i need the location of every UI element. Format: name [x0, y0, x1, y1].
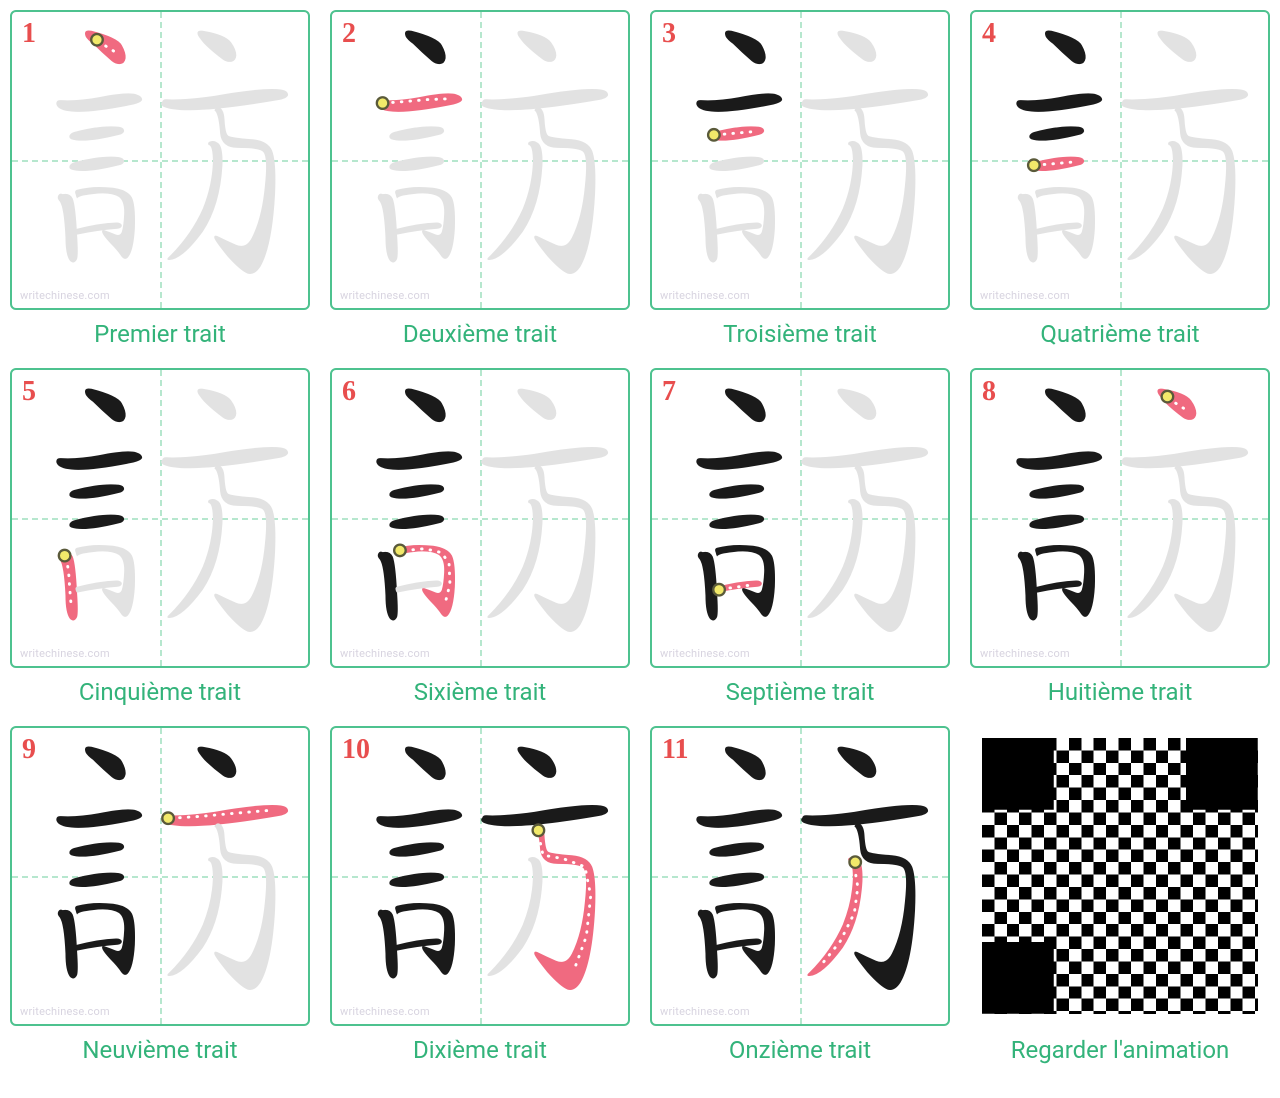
stroke-step: 2 writechinese.com Deuxième trait — [330, 10, 630, 348]
qr-step: Regarder l'animation — [970, 726, 1270, 1064]
step-caption: Deuxième trait — [403, 320, 557, 348]
step-caption: Dixième trait — [413, 1036, 547, 1064]
watermark: writechinese.com — [660, 289, 750, 302]
qr-code-icon[interactable] — [982, 738, 1258, 1014]
watermark: writechinese.com — [20, 647, 110, 660]
watermark: writechinese.com — [340, 1005, 430, 1018]
step-number: 9 — [22, 734, 36, 766]
stroke-cell: 11 writechinese.com — [650, 726, 950, 1026]
step-number: 3 — [662, 18, 676, 50]
stroke-cell: 5 writechinese.com — [10, 368, 310, 668]
step-caption: Septième trait — [726, 678, 875, 706]
qr-cell[interactable] — [970, 726, 1270, 1026]
step-number: 4 — [982, 18, 996, 50]
step-caption: Troisième trait — [723, 320, 877, 348]
watermark: writechinese.com — [340, 647, 430, 660]
stroke-order-grid: 1 writechinese.com Premier trait 2 write… — [10, 10, 1270, 1064]
step-caption: Sixième trait — [414, 678, 547, 706]
watermark: writechinese.com — [340, 289, 430, 302]
stroke-step: 6 writechinese.com Sixième trait — [330, 368, 630, 706]
step-number: 10 — [342, 734, 370, 766]
stroke-cell: 10 writechinese.com — [330, 726, 630, 1026]
stroke-step: 1 writechinese.com Premier trait — [10, 10, 310, 348]
step-number: 2 — [342, 18, 356, 50]
stroke-cell: 8 writechinese.com — [970, 368, 1270, 668]
stroke-step: 10 writechinese.com Dixième trait — [330, 726, 630, 1064]
watermark: writechinese.com — [660, 647, 750, 660]
step-number: 1 — [22, 18, 36, 50]
step-caption: Onzième trait — [729, 1036, 871, 1064]
stroke-cell: 4 writechinese.com — [970, 10, 1270, 310]
step-caption: Huitième trait — [1048, 678, 1193, 706]
stroke-cell: 9 writechinese.com — [10, 726, 310, 1026]
stroke-step: 9 writechinese.com Neuvième trait — [10, 726, 310, 1064]
step-caption: Neuvième trait — [82, 1036, 237, 1064]
stroke-step: 8 writechinese.com Huitième trait — [970, 368, 1270, 706]
stroke-step: 7 writechinese.com Septième trait — [650, 368, 950, 706]
step-number: 7 — [662, 376, 676, 408]
stroke-step: 5 writechinese.com Cinquième trait — [10, 368, 310, 706]
qr-caption: Regarder l'animation — [1011, 1036, 1230, 1064]
stroke-step: 3 writechinese.com Troisième trait — [650, 10, 950, 348]
watermark: writechinese.com — [980, 647, 1070, 660]
stroke-cell: 6 writechinese.com — [330, 368, 630, 668]
stroke-step: 11 writechinese.com Onzième trait — [650, 726, 950, 1064]
step-caption: Quatrième trait — [1040, 320, 1199, 348]
step-number: 8 — [982, 376, 996, 408]
step-number: 11 — [662, 734, 688, 766]
step-number: 6 — [342, 376, 356, 408]
watermark: writechinese.com — [660, 1005, 750, 1018]
stroke-cell: 7 writechinese.com — [650, 368, 950, 668]
stroke-step: 4 writechinese.com Quatrième trait — [970, 10, 1270, 348]
step-caption: Premier trait — [94, 320, 226, 348]
stroke-cell: 3 writechinese.com — [650, 10, 950, 310]
stroke-cell: 2 writechinese.com — [330, 10, 630, 310]
watermark: writechinese.com — [980, 289, 1070, 302]
step-number: 5 — [22, 376, 36, 408]
step-caption: Cinquième trait — [79, 678, 241, 706]
watermark: writechinese.com — [20, 289, 110, 302]
stroke-cell: 1 writechinese.com — [10, 10, 310, 310]
watermark: writechinese.com — [20, 1005, 110, 1018]
